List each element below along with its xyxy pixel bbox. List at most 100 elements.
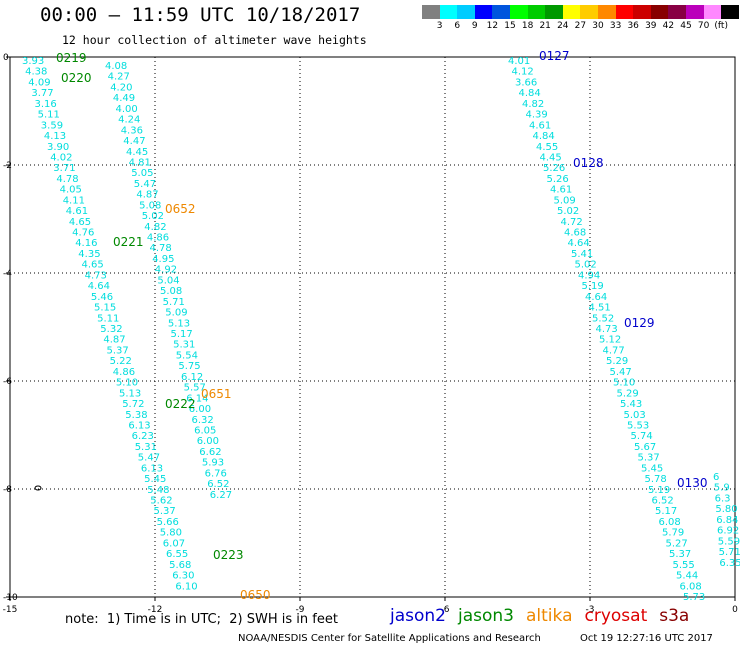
legend-label: 70 [697, 21, 710, 31]
swh-value: 5.44 [676, 571, 698, 582]
swh-value: 6.12 [181, 372, 203, 383]
mission-jason2: jason2 [390, 606, 446, 626]
legend-swatch [650, 5, 669, 19]
swh-value: 6.23 [132, 431, 154, 442]
pass-time-label: 0129 [624, 316, 655, 330]
legend-swatch [597, 5, 616, 19]
footer-credit: NOAA/NESDIS Center for Satellite Applica… [238, 633, 541, 644]
lon-tick-label: -15 [3, 605, 18, 615]
swh-value: 6.27 [210, 490, 232, 501]
swh-value: 5.05 [131, 168, 153, 179]
swh-value: 4.09 [28, 77, 50, 88]
swh-value: 4.27 [108, 72, 130, 83]
swh-value: 5.32 [100, 324, 122, 335]
swh-value: 4.64 [585, 292, 607, 303]
swh-value: 6.35 [719, 558, 740, 569]
swh-value: 4.13 [44, 131, 66, 142]
swh-value: 6.3 [715, 493, 731, 504]
swh-value: 5.80 [715, 504, 737, 515]
swh-value: 5.37 [669, 549, 691, 560]
swh-value: 5.59 [718, 536, 740, 547]
swh-value: 5.43 [620, 399, 642, 410]
swh-value: 6.92 [717, 526, 739, 537]
swh-value: 5.02 [142, 211, 164, 222]
swh-value: 5.79 [662, 528, 684, 539]
legend-label: 9 [471, 21, 478, 31]
swh-value: 5.38 [125, 410, 147, 421]
swh-value: 5.26 [547, 174, 569, 185]
swh-value: 5.11 [38, 110, 60, 121]
pass-time-label: 0128 [573, 156, 604, 170]
swh-value: 4.20 [110, 82, 132, 93]
color-legend: 3 6 9 12 15 18 21 24 27 30 33 36 39 42 45 70 (ft) [422, 5, 740, 33]
island-shape [34, 485, 42, 491]
swh-value: 4.84 [533, 131, 555, 142]
legend-label: 45 [680, 21, 692, 31]
swh-value: 4.39 [526, 110, 548, 121]
legend-label: (ft) [714, 21, 728, 31]
swh-value: 4.84 [519, 88, 541, 99]
swh-value: 5.37 [638, 453, 660, 464]
pass-time-label: 0219 [56, 51, 87, 65]
swh-value: 5.71 [163, 297, 185, 308]
axis-tick-labels: -15 -12 -9 -6 -3 0 0 -2 -4 -6 -8 -10 [3, 53, 738, 615]
swh-value: 5.13 [119, 388, 141, 399]
mission-altika: altika [526, 606, 573, 626]
swh-value: 4.55 [536, 142, 558, 153]
track-b: 4.084.274.204.494.004.244.364.474.454.81… [105, 61, 232, 501]
swh-value: 4.16 [75, 238, 97, 249]
mission-jason3: jason3 [458, 606, 514, 626]
lon-tick-label: -6 [441, 605, 450, 615]
mission-cryosat: cryosat [584, 606, 648, 626]
swh-value: 5.78 [645, 474, 667, 485]
swh-value: 4.73 [85, 270, 107, 281]
swh-value: 5.02 [557, 206, 579, 217]
swh-value: 6.52 [652, 496, 674, 507]
swh-value: 5.27 [666, 538, 688, 549]
swh-value: 5.53 [627, 421, 649, 432]
swh-value: 4.45 [126, 147, 148, 158]
swh-value: 5.52 [592, 313, 614, 324]
swh-value: 6.07 [163, 538, 185, 549]
legend-label: 18 [521, 21, 534, 31]
legend-label: 30 [592, 21, 604, 31]
page-subtitle: 12 hour collection of altimeter wave hei… [62, 33, 367, 47]
swh-value: 6.05 [194, 426, 216, 437]
swh-value: 5.46 [91, 292, 113, 303]
swh-value: 6.62 [199, 447, 221, 458]
swh-value: 4.65 [69, 217, 91, 228]
swh-value: 5.31 [135, 442, 157, 453]
note-text: note: 1) Time is in UTC; 2) SWH is in fe… [65, 612, 338, 627]
swh-value: 5.67 [634, 442, 656, 453]
swh-value: 5.45 [144, 474, 166, 485]
swh-value: 5.29 [606, 356, 628, 367]
pass-time-label: 0222 [165, 397, 196, 411]
lat-tick-label: -10 [3, 593, 18, 603]
swh-value: 5.93 [202, 458, 224, 469]
swh-value: 5.13 [168, 318, 190, 329]
swh-value: 5.17 [655, 506, 677, 517]
legend-label: 6 [454, 21, 461, 31]
swh-value: 4.49 [113, 93, 135, 104]
pass-time-label: 0127 [539, 49, 570, 63]
legend-swatch [685, 5, 704, 19]
swh-value: 5.80 [160, 528, 182, 539]
track-c: 4.014.123.664.844.824.394.614.844.554.45… [508, 56, 705, 603]
swh-value: 6.00 [189, 404, 211, 415]
swh-value: 5.08 [160, 286, 182, 297]
lon-tick-label: -12 [148, 605, 163, 615]
swh-value: 3.59 [41, 120, 63, 131]
swh-value: 6.13 [128, 421, 150, 432]
swh-value: 5.22 [110, 356, 132, 367]
pass-time-labels: 0219 0220 0221 0222 0223 0652 0651 0650 0127 0128… [56, 49, 708, 602]
lat-tick-label: -2 [3, 161, 12, 171]
lon-tick-label: -9 [296, 605, 305, 615]
swh-value: 6.84 [716, 515, 738, 526]
swh-value: 5.71 [719, 547, 740, 558]
legend-label: 12 [486, 21, 499, 31]
swh-value: 5.57 [184, 383, 206, 394]
legend-swatch [439, 5, 458, 19]
swh-value: 5.37 [154, 506, 176, 517]
swh-value: 6.55 [166, 549, 188, 560]
legend-swatch [492, 5, 510, 19]
